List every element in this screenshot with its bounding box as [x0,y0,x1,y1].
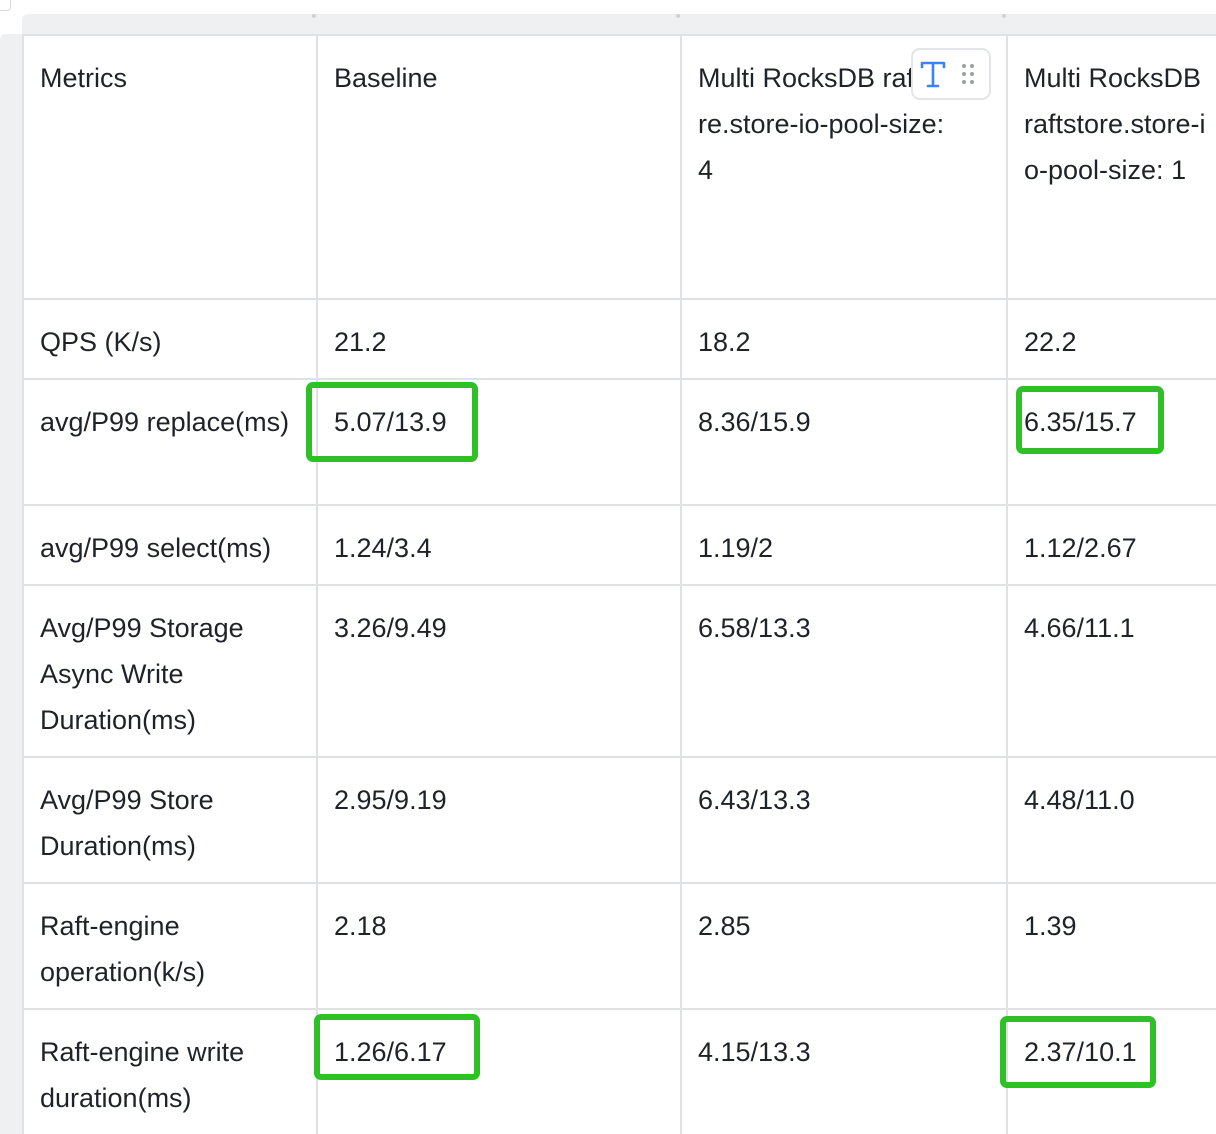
table-cell[interactable]: 6.35/15.7 [1006,378,1216,506]
header-cell-baseline[interactable]: Baseline [316,34,682,300]
table-cell[interactable]: 2.37/10.1 [1006,1008,1216,1134]
table-cell[interactable]: 8.36/15.9 [680,378,1008,506]
table-row: Raft-engine write duration(ms) 1.26/6.17… [22,1008,1216,1134]
table-cell[interactable]: Raft-engine operation(k/s) [22,882,318,1010]
column-handle-3[interactable] [1002,14,1006,18]
drag-handle-icon[interactable] [953,50,983,98]
row-handle-bar[interactable] [0,34,22,1134]
cell-toolbar [911,48,991,100]
table-row: QPS (K/s) 21.2 18.2 22.2 [22,298,1216,380]
table-row: Avg/P99 Storage Async Write Duration(ms)… [22,584,1216,758]
table-cell[interactable]: 4.66/11.1 [1006,584,1216,758]
table-corner-handle[interactable] [0,0,11,11]
column-handle-1[interactable] [312,14,316,18]
table-cell[interactable]: 1.39 [1006,882,1216,1010]
table-cell[interactable]: QPS (K/s) [22,298,318,380]
table-cell[interactable]: 3.26/9.49 [316,584,682,758]
table-cell[interactable]: 6.58/13.3 [680,584,1008,758]
table-cell[interactable]: 1.24/3.4 [316,504,682,586]
column-handle-2[interactable] [676,14,680,18]
table-cell[interactable]: avg/P99 replace(ms) [22,378,318,506]
table-cell[interactable]: Avg/P99 Store Duration(ms) [22,756,318,884]
table-row: avg/P99 select(ms) 1.24/3.4 1.19/2 1.12/… [22,504,1216,586]
text-format-icon[interactable] [913,50,953,98]
table-cell[interactable]: 22.2 [1006,298,1216,380]
table-cell[interactable]: 6.43/13.3 [680,756,1008,884]
table-cell[interactable]: Avg/P99 Storage Async Write Duration(ms) [22,584,318,758]
table-cell[interactable]: 4.48/11.0 [1006,756,1216,884]
table-cell[interactable]: 21.2 [316,298,682,380]
table-cell[interactable]: 2.95/9.19 [316,756,682,884]
table-cell[interactable]: avg/P99 select(ms) [22,504,318,586]
table-cell[interactable]: 1.19/2 [680,504,1008,586]
table-cell[interactable]: 1.12/2.67 [1006,504,1216,586]
table-cell[interactable]: Raft-engine write duration(ms) [22,1008,318,1134]
metrics-table: Metrics Baseline Multi RocksDB raftstore… [22,34,1216,1134]
table-cell[interactable]: 5.07/13.9 [316,378,682,506]
table-cell[interactable]: 2.18 [316,882,682,1010]
table-cell[interactable]: 18.2 [680,298,1008,380]
header-cell-metrics[interactable]: Metrics [22,34,318,300]
column-handle-bar[interactable] [22,14,1216,34]
table-cell[interactable]: 2.85 [680,882,1008,1010]
table-row: avg/P99 replace(ms) 5.07/13.9 8.36/15.9 … [22,378,1216,506]
table-cell[interactable]: 4.15/13.3 [680,1008,1008,1134]
table-row: Avg/P99 Store Duration(ms) 2.95/9.19 6.4… [22,756,1216,884]
header-cell-multi-rocksdb-1[interactable]: Multi RocksDB raftstore.store-io-pool-si… [1006,34,1216,300]
table-cell[interactable]: 1.26/6.17 [316,1008,682,1134]
table-header-row: Metrics Baseline Multi RocksDB raftstore… [22,34,1216,300]
table-row: Raft-engine operation(k/s) 2.18 2.85 1.3… [22,882,1216,1010]
